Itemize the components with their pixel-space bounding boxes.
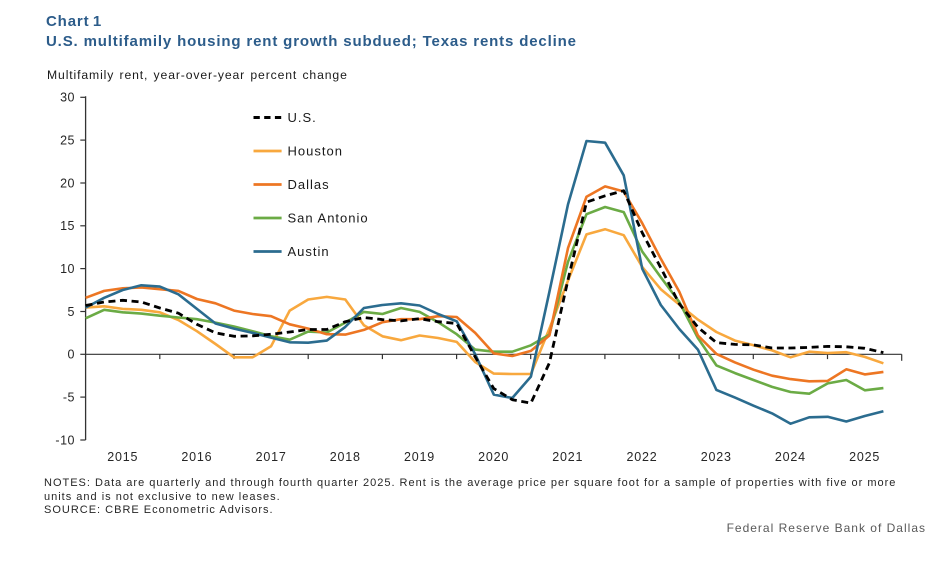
svg-text:2022: 2022 bbox=[626, 450, 657, 464]
svg-text:2019: 2019 bbox=[404, 450, 435, 464]
svg-text:Houston: Houston bbox=[288, 144, 343, 159]
svg-text:2024: 2024 bbox=[775, 450, 806, 464]
svg-text:15: 15 bbox=[60, 219, 75, 233]
svg-text:30: 30 bbox=[60, 91, 75, 105]
svg-text:San Antonio: San Antonio bbox=[288, 211, 369, 226]
svg-text:25: 25 bbox=[60, 133, 75, 147]
svg-text:5: 5 bbox=[68, 305, 75, 319]
svg-text:20: 20 bbox=[60, 176, 75, 190]
svg-text:Austin: Austin bbox=[288, 244, 330, 259]
svg-text:2021: 2021 bbox=[552, 450, 583, 464]
svg-text:2023: 2023 bbox=[701, 450, 732, 464]
svg-text:2020: 2020 bbox=[478, 450, 509, 464]
svg-text:U.S.: U.S. bbox=[288, 110, 317, 125]
svg-text:2018: 2018 bbox=[330, 450, 361, 464]
svg-text:2015: 2015 bbox=[107, 450, 138, 464]
svg-text:-10: -10 bbox=[55, 433, 75, 447]
svg-text:0: 0 bbox=[68, 348, 75, 362]
svg-text:2016: 2016 bbox=[181, 450, 212, 464]
svg-text:Dallas: Dallas bbox=[288, 177, 330, 192]
svg-text:-5: -5 bbox=[63, 390, 75, 404]
svg-text:2017: 2017 bbox=[256, 450, 287, 464]
svg-text:2025: 2025 bbox=[849, 450, 880, 464]
svg-text:10: 10 bbox=[60, 262, 75, 276]
